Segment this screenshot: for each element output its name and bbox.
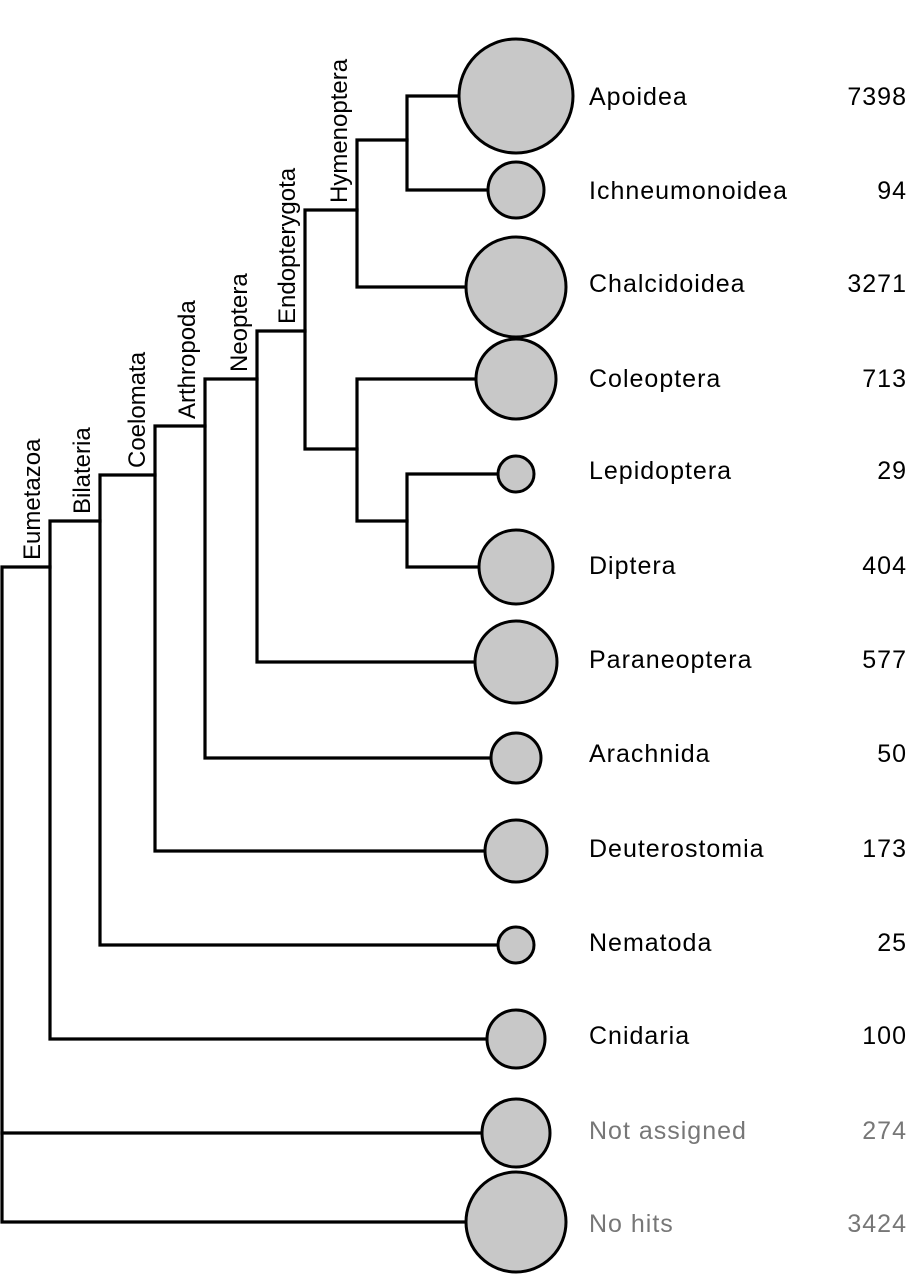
taxon-name-paraneoptera: Paraneoptera [589,646,753,674]
taxon-name-diptera: Diptera [589,552,677,580]
node-circle-no-hits [464,1170,568,1274]
edge-coleoptera-group [355,377,477,523]
taxon-count-coleoptera: 713 [862,365,907,393]
clade-label-bilateria: Bilateria [69,427,96,514]
edge-endopterygota-stem [255,329,477,664]
node-circle-chalcidoidea [464,235,568,339]
taxon-nodes [457,37,575,1274]
clade-label-eumetazoa: Eumetazoa [19,438,46,560]
node-circle-not-assigned [480,1097,552,1169]
taxon-name-deuterostomia: Deuterostomia [589,835,765,863]
edge-eumetazoa-stem [0,565,467,1224]
taxon-count-cnidaria: 100 [862,1022,907,1050]
taxon-name-cnidaria: Cnidaria [589,1022,690,1050]
edge-hymenoptera-stem [303,208,359,451]
clade-label-endopterygota: Endopterygota [274,167,301,324]
taxon-name-chalcidoidea: Chalcidoidea [589,270,746,298]
node-circle-deuterostomia [483,818,549,884]
taxon-name-nematoda: Nematoda [589,929,712,957]
node-circle-cnidaria [485,1008,547,1070]
taxon-name-ichneumonoidea: Ichneumonoidea [589,177,788,205]
node-circle-nematoda [496,925,536,965]
node-circle-paraneoptera [473,619,559,705]
taxon-name-arachnida: Arachnida [589,740,711,768]
taxon-count-paraneoptera: 577 [862,646,907,674]
taxon-count-not-assigned: 274 [862,1117,907,1145]
taxon-count-apoidea: 7398 [847,83,907,111]
taxon-count-lepidoptera: 29 [877,457,907,485]
tree-edges [0,94,500,1224]
taxon-labels: Apoidea 7398 Ichneumonoidea 94 Chalcidoi… [589,83,907,1238]
clade-label-hymenoptera: Hymenoptera [326,58,353,203]
edge-apoidea-ichneumonoidea-stem [355,138,466,289]
taxon-count-no-hits: 3424 [847,1210,907,1238]
node-circle-ichneumonoidea [486,160,546,220]
clade-label-neoptera: Neoptera [226,273,253,372]
edge-bilateria-stem [48,519,489,1041]
edge-lepidoptera-diptera [405,472,500,569]
taxon-name-no-hits: No hits [589,1210,674,1238]
clade-label-coelomata: Coelomata [124,351,151,468]
taxon-name-lepidoptera: Lepidoptera [589,457,732,485]
taxon-name-apoidea: Apoidea [589,83,688,111]
edge-neoptera-stem [203,377,493,760]
node-circle-arachnida [489,731,543,785]
taxon-count-ichneumonoidea: 94 [877,177,907,205]
taxon-count-deuterostomia: 173 [862,835,907,863]
taxon-count-chalcidoidea: 3271 [847,270,907,298]
edge-apoidea-ichneumonoidea [405,94,489,192]
edge-coelomata-stem [98,473,500,947]
node-circle-apoidea [457,37,575,155]
taxon-count-nematoda: 25 [877,929,907,957]
node-circle-coleoptera [474,337,558,421]
taxon-count-arachnida: 50 [877,740,907,768]
edge-arthropoda-stem [153,424,487,853]
taxon-name-not-assigned: Not assigned [589,1117,747,1145]
node-circle-diptera [477,528,555,606]
clade-labels: Eumetazoa Bilateria Coelomata Arthropoda… [19,58,353,560]
node-circle-lepidoptera [496,454,536,494]
clade-label-arthropoda: Arthropoda [174,300,201,419]
taxon-count-diptera: 404 [862,552,907,580]
taxon-name-coleoptera: Coleoptera [589,365,721,393]
